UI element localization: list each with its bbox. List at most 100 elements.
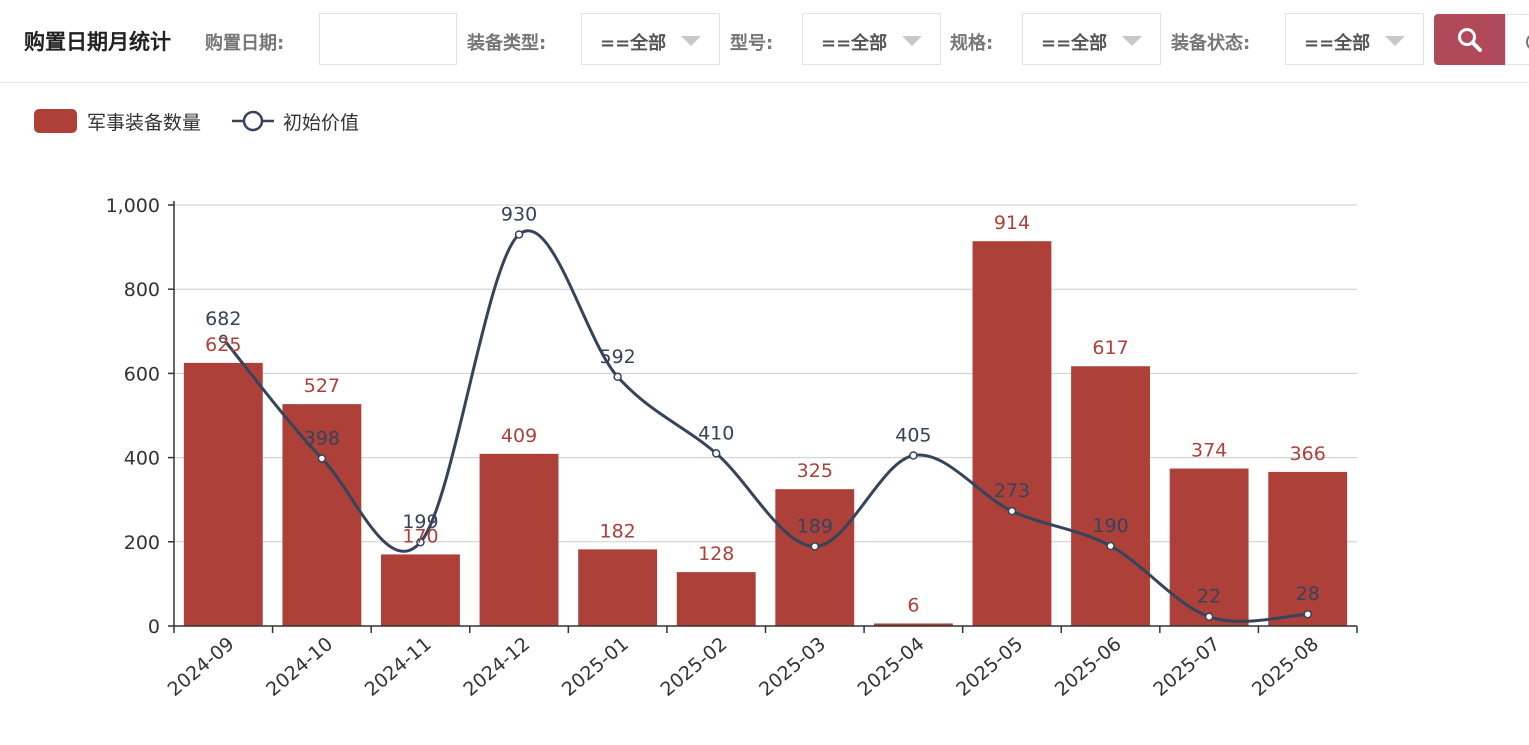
bar[interactable] bbox=[1268, 471, 1348, 626]
bar[interactable] bbox=[1071, 366, 1150, 626]
y-tick-label: 0 bbox=[148, 616, 160, 638]
legend-bar-swatch bbox=[34, 109, 77, 133]
refresh-button[interactable] bbox=[1505, 14, 1529, 65]
line-value-label: 273 bbox=[994, 480, 1030, 502]
x-tick-label: 2024-11 bbox=[361, 633, 436, 701]
data-labels: 625 527 170 409 182 128 325 6 914 617 374 366 682 398… bbox=[205, 203, 1326, 616]
model-select[interactable]: ==全部 bbox=[802, 13, 941, 65]
legend-item-equipment-count[interactable]: 军事装备数量 bbox=[34, 105, 219, 135]
page-title: 购置日期月统计 bbox=[24, 30, 171, 54]
legend-item-initial-value[interactable]: 初始价值 bbox=[230, 105, 375, 135]
bar[interactable] bbox=[578, 549, 658, 626]
purchase-date-label: 购置日期: bbox=[205, 33, 285, 54]
combo-chart: 0 200 400 600 800 1,000 2024-09 2024-10 2024-11 2… bbox=[106, 195, 1358, 701]
search-icon bbox=[1458, 28, 1482, 52]
x-tick-label: 2025-06 bbox=[1051, 633, 1126, 701]
chevron-down-icon bbox=[1385, 36, 1405, 46]
spec-select[interactable]: ==全部 bbox=[1022, 13, 1161, 65]
bar-value-label: 325 bbox=[797, 460, 833, 482]
equipment-type-value: ==全部 bbox=[600, 33, 667, 54]
bar[interactable] bbox=[381, 554, 460, 626]
y-tick-label: 400 bbox=[124, 448, 160, 470]
x-tick-label: 2024-12 bbox=[459, 633, 534, 701]
equipment-status-value: ==全部 bbox=[1304, 33, 1371, 54]
equipment-status-select[interactable]: ==全部 bbox=[1285, 13, 1424, 65]
x-tick-label: 2025-05 bbox=[952, 633, 1027, 701]
line-point[interactable] bbox=[514, 230, 524, 239]
line-point[interactable] bbox=[219, 334, 228, 344]
line-value-label: 410 bbox=[698, 422, 734, 444]
line-point[interactable] bbox=[613, 372, 622, 382]
x-tick-label: 2025-03 bbox=[755, 633, 830, 701]
bar-value-label: 914 bbox=[994, 212, 1030, 234]
bar-value-label: 128 bbox=[698, 543, 734, 565]
bar-value-label: 6 bbox=[907, 594, 919, 616]
bar-value-label: 170 bbox=[402, 525, 438, 547]
chevron-down-icon bbox=[1122, 36, 1142, 46]
equipment-type-select[interactable]: ==全部 bbox=[581, 13, 720, 65]
bar[interactable] bbox=[873, 623, 953, 626]
x-tick-label: 2025-07 bbox=[1149, 633, 1224, 701]
grid-lines bbox=[174, 204, 1357, 543]
line-point[interactable] bbox=[1007, 506, 1017, 516]
filter-header: 购置日期月统计 购置日期: 装备类型: ==全部 型号: ==全部 规格: ==… bbox=[0, 0, 1529, 83]
model-value: ==全部 bbox=[821, 33, 888, 54]
legend-line-circle-icon bbox=[232, 110, 274, 132]
y-tick-label: 1,000 bbox=[106, 195, 160, 217]
bar-value-label: 366 bbox=[1290, 443, 1326, 465]
line-value-label: 28 bbox=[1296, 583, 1320, 605]
y-tick-label: 600 bbox=[124, 363, 160, 385]
bar-value-label: 374 bbox=[1191, 440, 1227, 462]
line-point[interactable] bbox=[1204, 612, 1214, 621]
bar-value-label: 409 bbox=[501, 425, 537, 447]
bar[interactable] bbox=[1169, 468, 1249, 626]
chevron-down-icon bbox=[681, 36, 701, 46]
y-tick-label: 800 bbox=[124, 279, 160, 301]
line-value-label: 22 bbox=[1197, 586, 1221, 608]
search-button[interactable] bbox=[1434, 14, 1505, 65]
line-point[interactable] bbox=[1303, 609, 1312, 619]
bar[interactable] bbox=[972, 241, 1052, 626]
bar-series bbox=[183, 241, 1348, 626]
x-tick-label: 2025-01 bbox=[558, 633, 633, 701]
line-point[interactable] bbox=[711, 449, 721, 458]
line-value-label: 592 bbox=[599, 346, 635, 368]
x-tick-label: 2025-02 bbox=[656, 633, 731, 701]
bar-value-label: 182 bbox=[599, 520, 635, 542]
model-label: 型号: bbox=[730, 33, 774, 54]
x-tick-label: 2025-08 bbox=[1248, 633, 1323, 701]
bar[interactable] bbox=[282, 404, 362, 626]
spec-value: ==全部 bbox=[1041, 33, 1108, 54]
bar-value-label: 625 bbox=[205, 334, 241, 356]
equipment-status-label: 装备状态: bbox=[1171, 33, 1251, 54]
equipment-type-label: 装备类型: bbox=[467, 33, 547, 54]
line-value-label: 682 bbox=[205, 308, 241, 330]
bar-value-label: 527 bbox=[304, 375, 340, 397]
line-value-label: 405 bbox=[895, 424, 931, 446]
purchase-date-input[interactable] bbox=[319, 13, 457, 65]
bar[interactable] bbox=[183, 362, 263, 626]
bar[interactable] bbox=[676, 572, 756, 626]
line-value-label: 189 bbox=[797, 515, 833, 537]
line-value-label: 199 bbox=[402, 511, 438, 533]
line-value-label: 190 bbox=[1092, 515, 1128, 537]
x-tick-label: 2025-04 bbox=[854, 633, 929, 701]
legend-label: 初始价值 bbox=[283, 112, 360, 134]
line-point[interactable] bbox=[416, 537, 425, 547]
x-tick-label: 2024-09 bbox=[164, 633, 239, 701]
line-value-label: 398 bbox=[304, 427, 340, 449]
y-tick-label: 200 bbox=[124, 532, 160, 554]
line-point[interactable] bbox=[317, 454, 327, 463]
line-point[interactable] bbox=[909, 451, 918, 460]
line-point[interactable] bbox=[810, 542, 820, 551]
x-tick-label: 2024-10 bbox=[262, 633, 337, 701]
line-point[interactable] bbox=[1106, 541, 1115, 551]
chevron-down-icon bbox=[902, 36, 922, 46]
bar[interactable] bbox=[775, 489, 855, 626]
bar[interactable] bbox=[479, 453, 559, 626]
line-value-label: 930 bbox=[501, 203, 537, 225]
spec-label: 规格: bbox=[950, 33, 994, 54]
legend-label: 军事装备数量 bbox=[87, 112, 202, 134]
line-series bbox=[219, 229, 1312, 623]
bar-value-label: 617 bbox=[1092, 337, 1128, 359]
